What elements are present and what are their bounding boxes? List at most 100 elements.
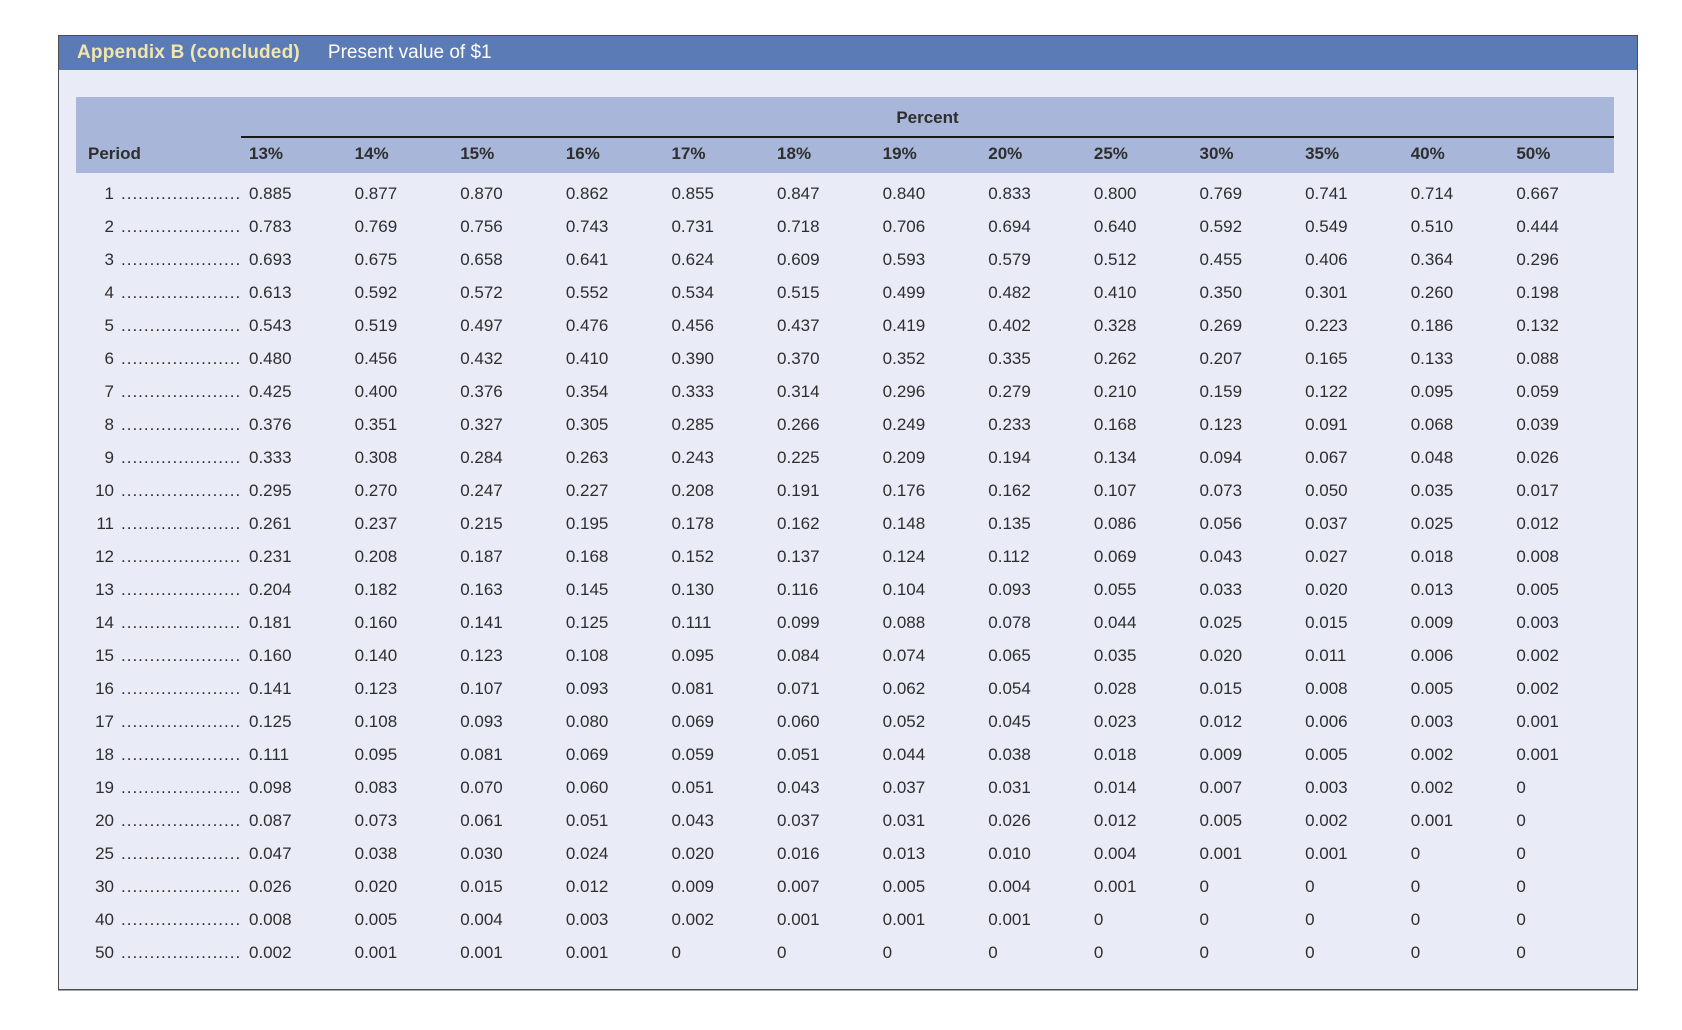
pv-value: 0.015: [1305, 613, 1348, 632]
table-row: 14..................... 0.181 0.160 0.141 0.…: [76, 606, 1614, 639]
pv-value: 0.165: [1305, 349, 1348, 368]
pv-value: 0: [1199, 877, 1209, 896]
pv-value: 0: [988, 943, 998, 962]
pv-value: 0.012: [1093, 811, 1137, 830]
table-row: 5..................... 0.543 0.519 0.497 0.4…: [76, 309, 1614, 342]
pv-value: 0.002: [1305, 811, 1348, 830]
pv-value: 0.020: [671, 844, 714, 863]
pv-value: 0.001: [1093, 877, 1137, 896]
pv-value: 0.134: [1093, 448, 1137, 467]
period-cell: 17.....................: [76, 705, 241, 738]
period-number: 13: [95, 580, 114, 599]
dot-leader: .....................: [121, 250, 242, 269]
pv-value: 0.081: [671, 679, 714, 698]
pv-value: 0.406: [1305, 250, 1348, 269]
pv-value: 0.093: [565, 679, 609, 698]
pv-value: 0.247: [460, 481, 503, 500]
pv-value: 0: [1516, 778, 1526, 797]
table-row: 17..................... 0.125 0.108 0.093 0.…: [76, 705, 1614, 738]
rate-header: 18%: [769, 137, 875, 173]
table-row: 15..................... 0.160 0.140 0.123 0.…: [76, 639, 1614, 672]
pv-value: 0.141: [249, 679, 292, 698]
pv-value: 0.693: [249, 250, 292, 269]
period-number: 10: [95, 481, 114, 500]
rate-header: 50%: [1508, 137, 1614, 173]
pv-value: 0.592: [1199, 217, 1243, 236]
pv-value: 0.081: [460, 745, 503, 764]
pv-value: 0.476: [565, 316, 609, 335]
table-body: 1..................... 0.885 0.877 0.870 0.8…: [76, 173, 1614, 969]
period-number: 2: [104, 217, 114, 236]
dot-leader: .....................: [121, 679, 242, 698]
table-row: 9..................... 0.333 0.308 0.284 0.2…: [76, 441, 1614, 474]
pv-value: 0.425: [249, 382, 292, 401]
period-cell: 10.....................: [76, 474, 241, 507]
pv-value: 0.456: [671, 316, 714, 335]
pv-value: 0.015: [460, 877, 503, 896]
period-number: 20: [95, 811, 114, 830]
pv-value: 0.028: [1093, 679, 1137, 698]
pv-value: 0: [1516, 844, 1526, 863]
pv-value: 0: [1199, 910, 1209, 929]
pv-value: 0: [1199, 943, 1209, 962]
pv-value: 0.005: [1410, 679, 1454, 698]
pv-value: 0.125: [565, 613, 609, 632]
pv-value: 0.001: [777, 910, 820, 929]
pv-value: 0.350: [1199, 283, 1243, 302]
pv-value: 0.572: [460, 283, 503, 302]
period-number: 40: [95, 910, 114, 929]
pv-value: 0.249: [882, 415, 926, 434]
pv-value: 0.026: [1516, 448, 1559, 467]
dot-leader: .....................: [121, 349, 242, 368]
period-cell: 13.....................: [76, 573, 241, 606]
pv-value: 0.014: [1093, 778, 1137, 797]
pv-value: 0.296: [882, 382, 926, 401]
period-cell: 1.....................: [76, 173, 241, 210]
pv-value: 0.370: [777, 349, 820, 368]
pv-value: 0.123: [1199, 415, 1243, 434]
pv-value: 0.140: [354, 646, 398, 665]
pv-value: 0.069: [671, 712, 714, 731]
pv-value: 0.004: [1093, 844, 1137, 863]
pv-value: 0.084: [777, 646, 820, 665]
pv-value: 0.497: [460, 316, 503, 335]
pv-value: 0.017: [1516, 481, 1559, 500]
pv-value: 0.145: [565, 580, 609, 599]
period-number: 15: [95, 646, 114, 665]
pv-value: 0.051: [565, 811, 609, 830]
pv-value: 0.003: [1305, 778, 1348, 797]
pv-value: 0.005: [1305, 745, 1348, 764]
pv-value: 0.519: [354, 316, 398, 335]
pv-value: 0.003: [1516, 613, 1559, 632]
pv-value: 0.847: [777, 184, 820, 203]
table-row: 6..................... 0.480 0.456 0.432 0.4…: [76, 342, 1614, 375]
pv-value: 0.482: [988, 283, 1031, 302]
pv-value: 0.088: [882, 613, 926, 632]
pv-value: 0.208: [354, 547, 398, 566]
pv-value: 0.051: [777, 745, 820, 764]
table-row: 50..................... 0.002 0.001 0.001 0.…: [76, 936, 1614, 969]
pv-value: 0.231: [249, 547, 292, 566]
table-row: 19..................... 0.098 0.083 0.070 0.…: [76, 771, 1614, 804]
pv-value: 0.068: [1410, 415, 1454, 434]
dot-leader: .....................: [121, 811, 242, 830]
pv-value: 0.001: [1199, 844, 1243, 863]
pv-value: 0: [1516, 811, 1526, 830]
pv-value: 0.112: [988, 547, 1030, 566]
table-row: 13..................... 0.204 0.182 0.163 0.…: [76, 573, 1614, 606]
pv-value: 0.007: [777, 877, 820, 896]
pv-value: 0.073: [354, 811, 398, 830]
pv-value: 0.593: [882, 250, 926, 269]
pv-value: 0.002: [249, 943, 292, 962]
pv-value: 0.160: [249, 646, 292, 665]
dot-leader: .....................: [121, 481, 242, 500]
column-header-row: Period 13% 14% 15% 16% 17% 18% 19% 20% 25% 30% 35%…: [76, 137, 1614, 173]
pv-value: 0.148: [882, 514, 926, 533]
pv-value: 0.067: [1305, 448, 1348, 467]
pv-value: 0.295: [249, 481, 292, 500]
pv-value: 0.266: [777, 415, 820, 434]
pv-value: 0.743: [565, 217, 609, 236]
pv-value: 0.262: [1093, 349, 1137, 368]
table-row: 18..................... 0.111 0.095 0.081 0.…: [76, 738, 1614, 771]
pv-value: 0.038: [988, 745, 1031, 764]
